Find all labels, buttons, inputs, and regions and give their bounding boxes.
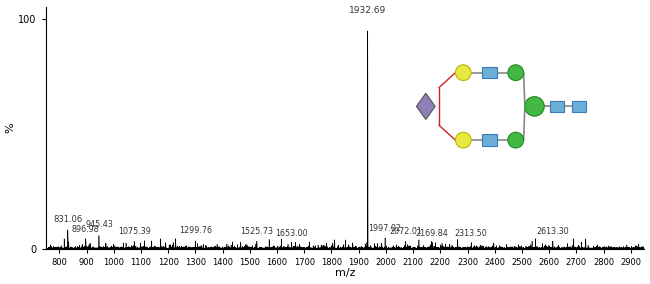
Text: 1997.02: 1997.02 (369, 224, 402, 233)
Text: 1299.76: 1299.76 (179, 226, 212, 235)
Text: 1653.00: 1653.00 (275, 229, 308, 237)
Text: 945.43: 945.43 (85, 220, 113, 229)
Text: 2169.84: 2169.84 (416, 229, 448, 237)
Text: 1525.73: 1525.73 (240, 227, 274, 236)
Text: 831.06: 831.06 (53, 215, 83, 224)
Text: 2072.01: 2072.01 (389, 227, 422, 236)
Y-axis label: %: % (6, 123, 16, 133)
Text: 1075.39: 1075.39 (118, 227, 151, 236)
X-axis label: m/z: m/z (335, 268, 356, 278)
Text: 2313.50: 2313.50 (455, 229, 488, 237)
Text: 896.98: 896.98 (72, 225, 99, 234)
Text: 1932.69: 1932.69 (349, 6, 386, 15)
Text: 2613.30: 2613.30 (536, 227, 569, 236)
